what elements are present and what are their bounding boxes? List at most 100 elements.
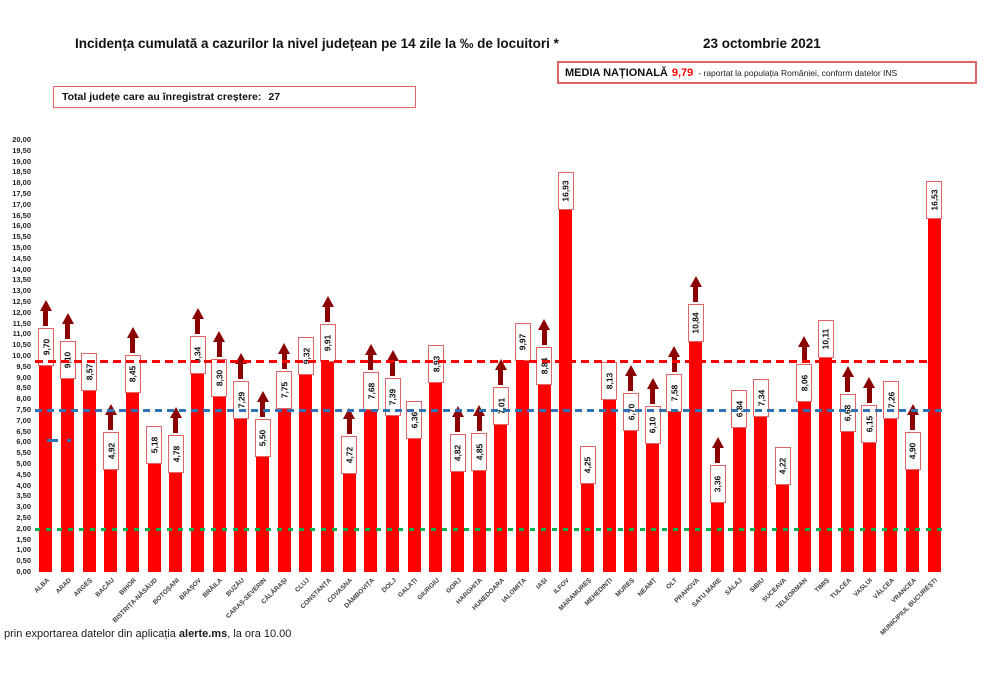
bar-value-label: 8,84: [536, 347, 553, 386]
bar-value-label: 10,84: [687, 303, 704, 342]
page-title: Incidența cumulată a cazurilor la nivel …: [75, 36, 559, 51]
bar-value-text: 8,45: [127, 366, 138, 383]
increase-arrow-icon: [364, 344, 377, 371]
y-axis-tick-label: 12,50: [12, 297, 31, 306]
y-axis-tick-label: 17,00: [12, 199, 31, 209]
y-axis-tick-label: 14,00: [12, 264, 31, 274]
bar-value-text: 9,70: [40, 339, 51, 356]
y-axis-tick-label: 9,50: [16, 361, 31, 371]
national-average-value: 9,79: [671, 66, 694, 79]
bar-value-label: 9,97: [514, 322, 531, 361]
bar: [104, 465, 118, 572]
bar-value-label: 8,45: [124, 355, 141, 394]
y-axis-tick-label: 7,50: [16, 405, 31, 414]
bar: [169, 468, 183, 572]
bar-value-label: 9,34: [189, 336, 206, 375]
bar-value-text: 5,18: [149, 436, 160, 454]
bar-value-label: 7,01: [492, 386, 509, 425]
bar: [927, 214, 941, 572]
bar-value-label: 6,15: [861, 405, 878, 444]
bar-value-text: 6,70: [625, 403, 636, 421]
y-axis-tick-label: 15,50: [12, 232, 31, 242]
footer-app-name: alerte.ms: [178, 628, 228, 640]
y-axis-tick-label: 7,00: [16, 415, 31, 425]
bar: [451, 467, 464, 572]
bar-value-label: 9,32: [297, 336, 314, 375]
bar: [884, 415, 898, 572]
bar-value-text: 8,57: [84, 363, 95, 381]
bar-value-text: 7,68: [365, 382, 376, 400]
y-axis-tick-label: 20,00: [12, 135, 31, 144]
increase-arrow-icon: [321, 295, 334, 322]
increase-arrow-icon: [494, 358, 507, 385]
y-axis-tick-label: 16,50: [12, 210, 31, 220]
bar: [537, 381, 551, 572]
footer-note: prin exportarea datelor din aplicația al…: [4, 628, 291, 640]
increase-arrow-icon: [61, 313, 74, 340]
bar: [776, 480, 789, 572]
y-axis-tick-label: 4,00: [16, 480, 31, 490]
bar: [126, 389, 139, 572]
bar-value-label: 7,29: [232, 380, 249, 419]
bar: [602, 396, 616, 572]
y-axis-tick-label: 17,50: [12, 189, 31, 198]
y-axis-tick-label: 10,50: [12, 340, 31, 350]
bar-value-text: 5,50: [257, 429, 268, 447]
y-axis-tick-label: 18,00: [12, 178, 31, 188]
total-increase-label: Total județe care au înregistrat creșter…: [62, 91, 262, 103]
bar: [256, 453, 269, 572]
bar-value-label: 3,36: [709, 465, 726, 504]
increase-arrow-icon: [213, 330, 226, 357]
y-axis-tick-label: 5,00: [16, 459, 31, 468]
bar: [234, 414, 248, 572]
bar-value-label: 9,91: [319, 323, 336, 362]
footer-note-suffix: , la ora 10.00: [227, 628, 292, 640]
increase-arrow-icon: [386, 350, 399, 377]
bar: [321, 357, 334, 572]
bar: [191, 370, 204, 572]
bar-value-label: 6,68: [839, 393, 856, 432]
bar-value-text: 8,06: [799, 374, 810, 392]
bar-value-text: 4,82: [452, 444, 463, 462]
bar: [797, 397, 811, 572]
bar: [364, 406, 378, 572]
bar: [711, 499, 724, 572]
bar-value-label: 6,70: [622, 393, 639, 432]
bar-value-text: 7,34: [755, 390, 766, 407]
y-axis-tick-label: 8,50: [16, 383, 31, 393]
y-axis-tick-label: 1,00: [16, 545, 31, 555]
increase-arrow-icon: [624, 365, 637, 392]
y-axis-tick-label: 15,00: [12, 243, 31, 252]
bar: [841, 427, 854, 572]
bar-value-label: 9,70: [37, 328, 54, 367]
increase-arrow-icon: [343, 408, 356, 435]
bar-value-text: 16,53: [929, 189, 940, 211]
bar-value-label: 6,10: [644, 406, 661, 445]
bar-value-text: 7,26: [885, 391, 896, 409]
bar: [494, 420, 508, 572]
increase-arrow-icon: [104, 403, 117, 430]
increase-arrow-icon: [126, 327, 139, 354]
bar: [646, 440, 659, 572]
increase-arrow-icon: [689, 275, 702, 302]
bar-value-label: 4,78: [167, 434, 184, 473]
bar-value-text: 4,92: [105, 442, 116, 459]
bar-value-text: 8,30: [214, 369, 225, 386]
bar-value-label: 5,18: [146, 426, 163, 465]
bar: [472, 467, 486, 572]
bar-value-text: 4,72: [344, 446, 355, 464]
bar-value-text: 7,75: [279, 381, 290, 398]
y-axis-tick-label: 8,00: [16, 394, 31, 404]
bar-value-label: 8,30: [211, 358, 228, 397]
y-axis-tick-label: 2,00: [16, 523, 31, 533]
bar-value-text: 7,58: [669, 384, 680, 402]
bar-value-label: 7,26: [882, 381, 899, 420]
bar-value-text: 10,84: [690, 312, 701, 334]
y-axis-tick-label: 19,50: [12, 145, 31, 155]
bar-value-text: 6,10: [647, 416, 658, 434]
bar-value-text: 7,29: [235, 391, 246, 408]
bar: [862, 439, 876, 572]
increase-arrow-icon: [646, 378, 659, 405]
bar-value-text: 7,39: [387, 389, 398, 406]
